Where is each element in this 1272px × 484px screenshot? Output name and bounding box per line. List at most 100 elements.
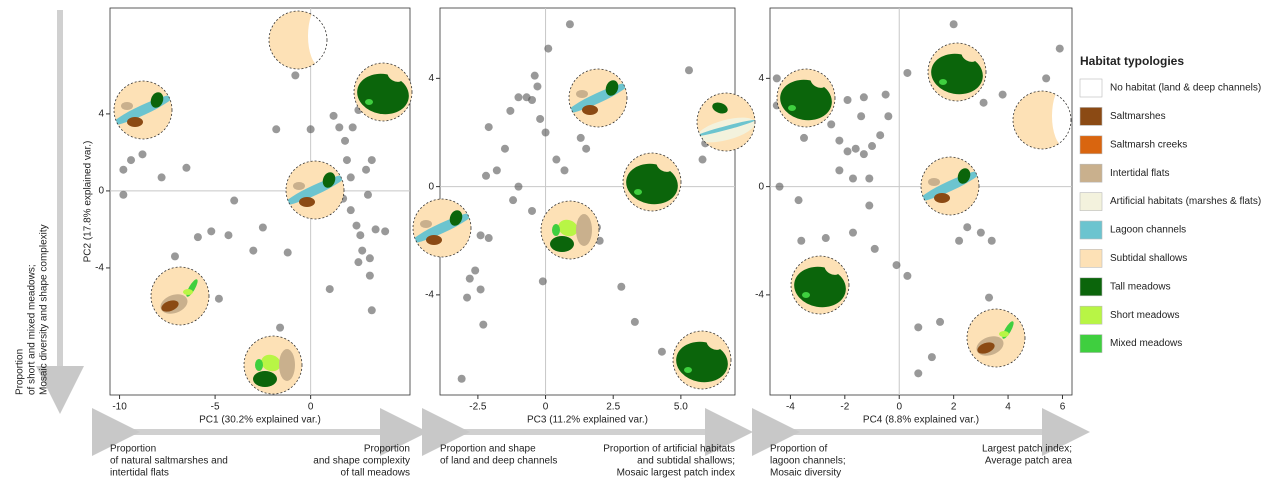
y-tick-label: 4 [98, 109, 104, 120]
map-inset [673, 331, 731, 389]
x-tick-label: 5.0 [674, 402, 688, 413]
point [458, 375, 466, 383]
patch [365, 99, 373, 105]
patch [420, 220, 432, 228]
point [368, 306, 376, 314]
point [844, 96, 852, 104]
point [871, 245, 879, 253]
point [127, 156, 135, 164]
patch [299, 197, 315, 207]
point [988, 237, 996, 245]
point [194, 233, 202, 241]
legend-label: Saltmarshes [1110, 111, 1166, 122]
point [852, 145, 860, 153]
point [844, 147, 852, 155]
point [868, 142, 876, 150]
point [582, 145, 590, 153]
map-inset [623, 153, 681, 211]
patch [183, 289, 193, 295]
caption-right: and subtidal shallows; [637, 456, 735, 467]
point [658, 348, 666, 356]
caption-left: of land and deep channels [440, 456, 557, 467]
point [347, 173, 355, 181]
y-arrow-caption: Proportion [15, 349, 26, 395]
point [797, 237, 805, 245]
point [963, 223, 971, 231]
point [326, 285, 334, 293]
point [463, 294, 471, 302]
point [330, 112, 338, 120]
point [884, 112, 892, 120]
patch [550, 236, 574, 252]
point [158, 173, 166, 181]
point [479, 321, 487, 329]
point [533, 82, 541, 90]
caption-right: Proportion [364, 444, 410, 455]
point [349, 123, 357, 131]
point [485, 123, 493, 131]
point [1042, 74, 1050, 82]
point [514, 183, 522, 191]
patch [127, 117, 143, 127]
point [284, 249, 292, 257]
point [354, 258, 362, 266]
legend-label: Mixed meadows [1110, 338, 1182, 349]
patch [576, 214, 592, 246]
legend-swatch [1080, 136, 1102, 154]
plot-area [770, 8, 1072, 395]
point [800, 134, 808, 142]
patch [999, 331, 1009, 337]
caption-left: lagoon channels; [770, 456, 846, 467]
legend-label: No habitat (land & deep channels) [1110, 83, 1261, 94]
point [531, 72, 539, 80]
caption-left: Mosaic diversity [770, 468, 841, 479]
point [259, 223, 267, 231]
patch [684, 367, 692, 373]
point [827, 120, 835, 128]
x-tick-label: -2 [840, 402, 849, 413]
point [366, 272, 374, 280]
patch [802, 292, 810, 298]
patch [634, 189, 642, 195]
point [999, 91, 1007, 99]
figure: -10-50-404PC1 (30.2% explained var.)PC2 … [0, 0, 1272, 484]
x-tick-label: 0 [896, 402, 902, 413]
caption-right: Mosaic largest patch index [617, 468, 735, 479]
legend-swatch [1080, 306, 1102, 324]
y-tick-label: 4 [428, 73, 434, 84]
map-inset [244, 336, 302, 394]
y-tick-label: 0 [758, 181, 764, 192]
point [835, 166, 843, 174]
x-axis-label: PC4 (8.8% explained var.) [863, 415, 979, 426]
point [291, 71, 299, 79]
point [207, 227, 215, 235]
point [776, 183, 784, 191]
point [849, 229, 857, 237]
y-tick-label: -4 [95, 263, 104, 274]
legend-swatch [1080, 249, 1102, 267]
legend-title: Habitat typologies [1080, 54, 1184, 68]
point [882, 91, 890, 99]
y-tick-label: 4 [758, 73, 764, 84]
point [272, 125, 280, 133]
point [835, 137, 843, 145]
x-tick-label: 0 [308, 402, 314, 413]
point [566, 20, 574, 28]
point [857, 112, 865, 120]
patch [576, 90, 588, 98]
point [865, 174, 873, 182]
caption-left: of natural saltmarshes and [110, 456, 228, 467]
plot-area [110, 8, 410, 395]
point [928, 353, 936, 361]
patch [255, 359, 263, 371]
map-inset [354, 63, 412, 121]
point [985, 294, 993, 302]
point [171, 252, 179, 260]
point [914, 369, 922, 377]
point [138, 150, 146, 158]
y-tick-label: -4 [425, 290, 434, 301]
x-tick-label: 2.5 [606, 402, 620, 413]
point [773, 74, 781, 82]
legend-swatch [1080, 164, 1102, 182]
x-axis-label: PC1 (30.2% explained var.) [199, 415, 321, 426]
